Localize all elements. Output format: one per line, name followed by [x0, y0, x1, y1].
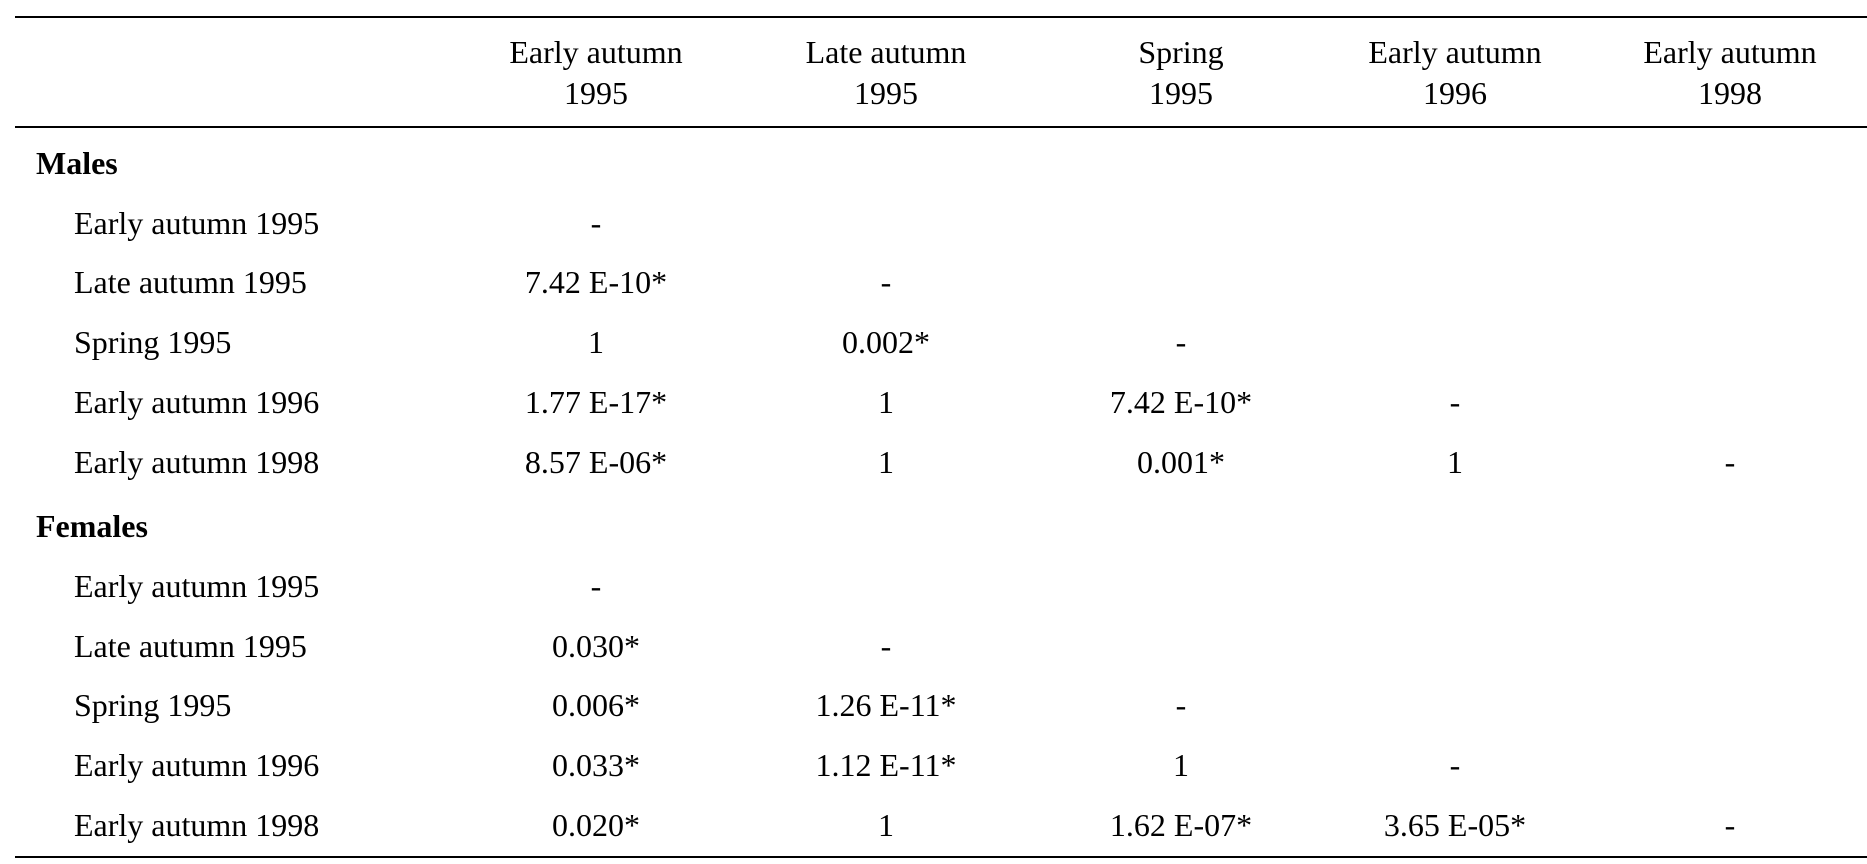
column-header: 1996 [1423, 75, 1487, 111]
cell: - [1724, 806, 1736, 843]
row-label: Early autumn 1998 [74, 443, 320, 480]
column-header: Early autumn [509, 34, 683, 70]
row-label: Early autumn 1996 [74, 383, 320, 420]
group-label: Males [36, 145, 118, 181]
cell: - [1175, 324, 1187, 361]
cell: 0.002* [842, 324, 930, 361]
cell: - [1449, 383, 1461, 420]
column-header: Spring [1138, 34, 1224, 70]
group-label: Females [36, 508, 148, 545]
row-label: Early autumn 1996 [74, 747, 320, 783]
cell: 0.020* [552, 806, 640, 843]
row-label: Early autumn 1995 [74, 567, 320, 604]
cell: 0.033* [552, 747, 640, 783]
cell: 3.65 E-05* [1383, 806, 1527, 843]
row-label: Late autumn 1995 [74, 264, 307, 301]
top-rule [15, 16, 1867, 18]
cell: - [880, 627, 892, 664]
cell: 1.62 E-07* [1109, 806, 1253, 843]
cell: 1 [1173, 747, 1189, 783]
column-header: Early autumn [1643, 34, 1817, 70]
row-label: Spring 1995 [74, 687, 232, 724]
row-label: Early autumn 1995 [74, 204, 320, 241]
cell: 1 [588, 324, 604, 361]
cell: 8.57 E-06* [524, 443, 668, 480]
cell: - [590, 567, 602, 604]
cell: 7.42 E-10* [524, 264, 668, 301]
cell: 1.77 E-17* [524, 383, 668, 420]
cell: 1.26 E-11* [815, 687, 957, 724]
bottom-rule [15, 856, 1867, 858]
cell: - [590, 204, 602, 241]
header-rule [15, 126, 1867, 128]
cell: 1 [878, 806, 894, 843]
column-header: 1995 [1149, 75, 1213, 111]
cell: 7.42 E-10* [1109, 383, 1253, 420]
cell: 1 [878, 383, 894, 420]
column-header: 1995 [564, 75, 628, 111]
column-header: 1995 [854, 75, 918, 111]
cell: - [1724, 443, 1736, 480]
column-header: Early autumn [1368, 34, 1542, 70]
cell: 1 [878, 443, 894, 480]
cell: 0.001* [1137, 443, 1225, 480]
cell: 0.030* [552, 627, 640, 664]
row-label: Late autumn 1995 [74, 627, 307, 664]
cell: - [1449, 747, 1461, 783]
row-label: Spring 1995 [74, 324, 232, 361]
cell: 0.006* [552, 687, 640, 724]
cell: 1 [1447, 443, 1463, 480]
cell: - [1175, 687, 1187, 724]
column-header: 1998 [1698, 75, 1762, 111]
cell: - [880, 264, 892, 301]
column-header: Late autumn [805, 34, 967, 70]
row-label: Early autumn 1998 [74, 806, 320, 843]
cell: 1.12 E-11* [815, 747, 957, 783]
